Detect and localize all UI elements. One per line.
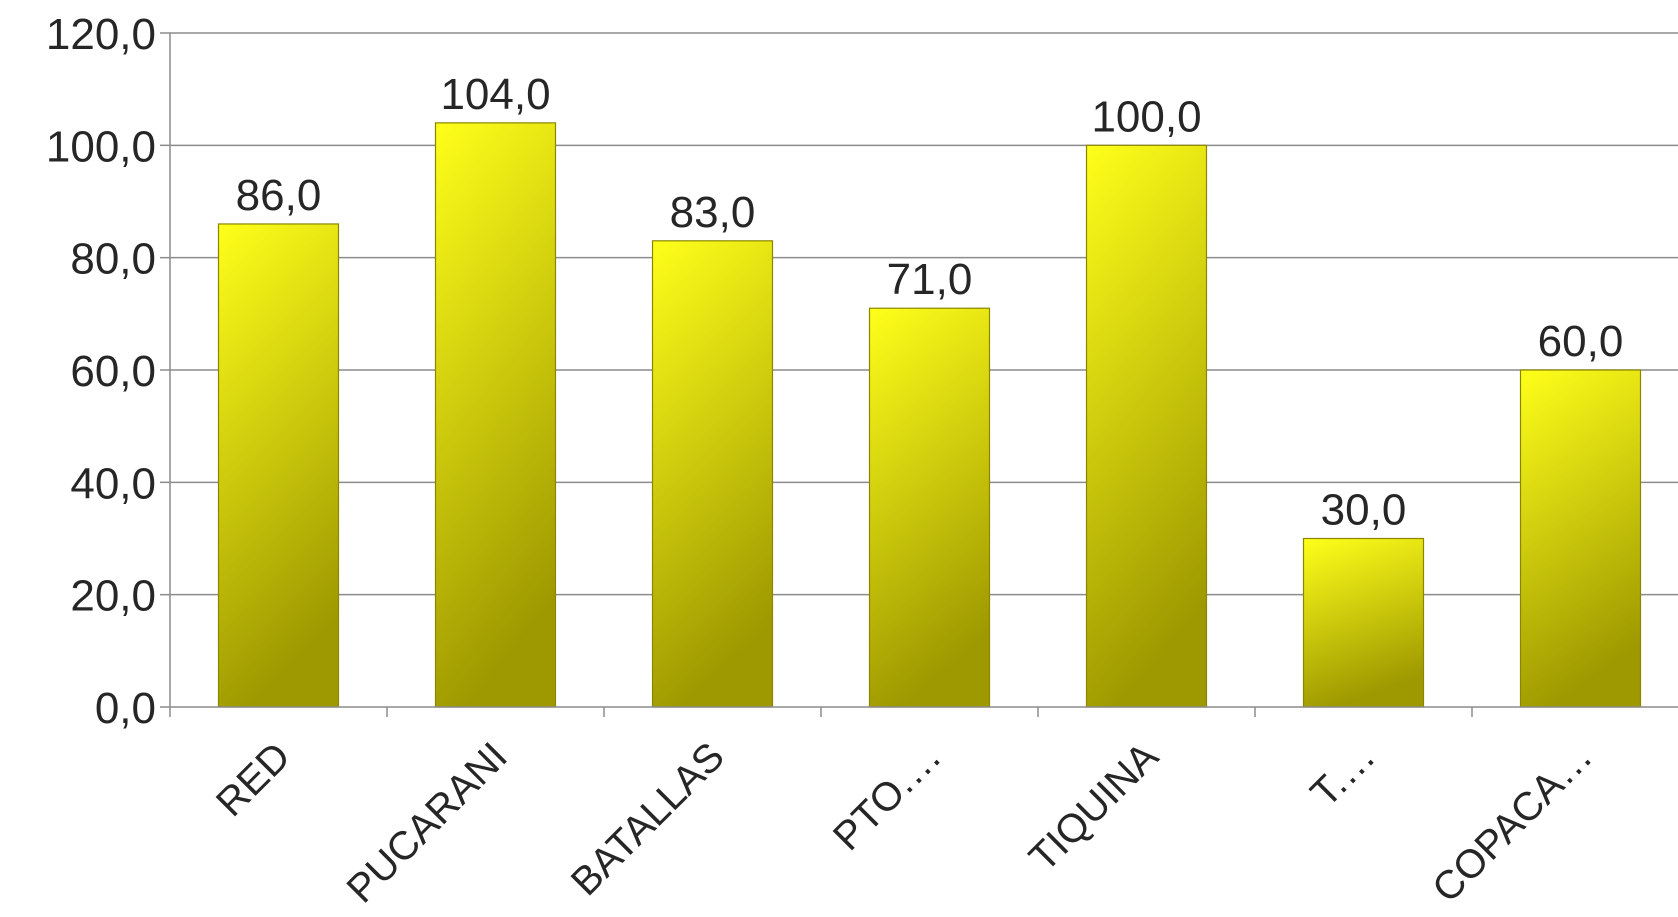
- bar: [651, 240, 774, 708]
- data-label: 100,0: [1091, 92, 1201, 141]
- x-tick-label: COPACA…: [1424, 734, 1601, 911]
- x-tick-label: BATALLAS: [563, 734, 733, 904]
- bars: [217, 122, 1642, 708]
- bar: [868, 307, 991, 708]
- data-label: 86,0: [236, 171, 322, 220]
- bar: [1302, 537, 1425, 708]
- x-tick-label: RED: [208, 734, 299, 825]
- bar: [1085, 144, 1208, 708]
- data-label: 30,0: [1321, 486, 1407, 535]
- bar: [434, 122, 557, 708]
- data-label: 83,0: [670, 188, 756, 237]
- axes: [160, 32, 1678, 717]
- x-tick-label: T.…: [1302, 734, 1383, 815]
- y-tick-label: 20,0: [70, 572, 156, 621]
- data-label: 60,0: [1538, 317, 1624, 366]
- data-label: 104,0: [440, 70, 550, 119]
- x-tick-label: PTO.…: [825, 734, 950, 859]
- x-tick-label: TIQUINA: [1021, 734, 1167, 880]
- bar: [217, 223, 340, 708]
- y-tick-label: 0,0: [95, 684, 156, 733]
- x-tick-label: PUCARANI: [339, 734, 516, 911]
- bar: [1519, 369, 1642, 708]
- y-tick-label: 100,0: [46, 122, 156, 171]
- y-tick-label: 60,0: [70, 347, 156, 396]
- y-tick-label: 80,0: [70, 235, 156, 284]
- data-label: 71,0: [887, 255, 973, 304]
- y-tick-label: 120,0: [46, 10, 156, 59]
- y-tick-label: 40,0: [70, 459, 156, 508]
